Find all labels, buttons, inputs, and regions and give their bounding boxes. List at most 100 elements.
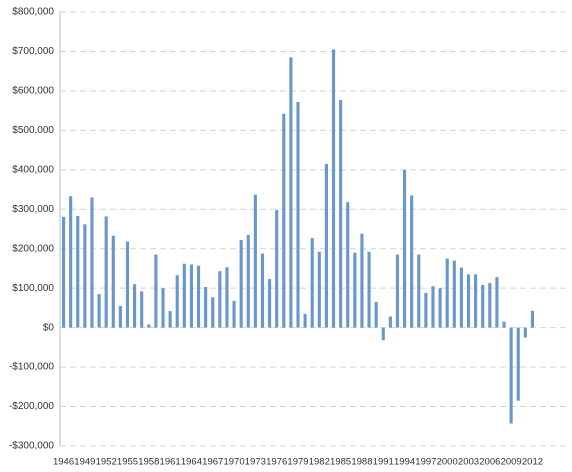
bar — [431, 286, 435, 328]
bar — [303, 313, 307, 328]
x-tick-label: 1964 — [181, 457, 202, 468]
bar — [452, 260, 456, 328]
bar — [509, 327, 513, 424]
bar — [161, 288, 165, 328]
bar — [502, 321, 506, 328]
bar — [168, 311, 172, 328]
bar — [204, 286, 208, 328]
x-tick-label: 1952 — [96, 457, 117, 468]
bar — [388, 316, 392, 328]
bar — [239, 240, 243, 328]
bar — [140, 291, 144, 328]
x-tick-label: 1985 — [330, 457, 351, 468]
bar — [282, 113, 286, 328]
x-tick-label: 1949 — [74, 457, 95, 468]
bar — [76, 215, 80, 328]
bar — [175, 275, 179, 328]
x-tick-label: 1997 — [415, 457, 436, 468]
x-tick-label: 1979 — [287, 457, 308, 468]
y-tick-label: $300,000 — [12, 204, 54, 215]
bar — [104, 216, 108, 328]
y-tick-label: $200,000 — [12, 243, 54, 254]
bar — [374, 301, 378, 328]
y-tick-label: $600,000 — [12, 86, 54, 97]
bar — [353, 252, 357, 328]
bar — [133, 284, 137, 328]
x-tick-label: 1982 — [309, 457, 330, 468]
bar — [289, 57, 293, 328]
y-tick-label: -$100,000 — [9, 362, 54, 373]
bar — [69, 196, 73, 328]
bar — [260, 253, 265, 328]
bar — [381, 327, 385, 341]
x-tick-label: 1988 — [351, 457, 372, 468]
bar — [317, 251, 321, 328]
y-tick-label: $400,000 — [12, 164, 54, 175]
x-tick-label: 1946 — [53, 457, 74, 468]
x-tick-label: 1991 — [373, 457, 394, 468]
bar — [61, 216, 66, 328]
bar — [367, 251, 371, 328]
x-tick-label: 1961 — [160, 457, 181, 468]
bar — [310, 238, 314, 328]
bar — [424, 292, 428, 328]
y-tick-label: $100,000 — [12, 283, 54, 294]
y-tick-label: $500,000 — [12, 125, 54, 136]
bar — [530, 310, 535, 328]
x-tick-label: 1958 — [138, 457, 159, 468]
bar — [90, 197, 94, 328]
bar — [268, 279, 272, 328]
bar — [395, 254, 400, 328]
x-tick-label: 2000 — [437, 457, 458, 468]
y-tick-label: $700,000 — [12, 46, 54, 57]
x-tick-label: 2012 — [522, 457, 543, 468]
bar — [516, 327, 520, 401]
bar — [403, 169, 407, 328]
bar — [182, 263, 186, 328]
bar — [97, 294, 101, 328]
bar — [196, 265, 201, 328]
bar — [211, 297, 215, 328]
x-tick-label: 2006 — [479, 457, 500, 468]
bar — [154, 254, 158, 328]
y-tick-label: $800,000 — [12, 7, 54, 18]
bar — [331, 49, 336, 328]
bar — [147, 324, 151, 328]
bar — [360, 233, 364, 328]
bar — [253, 194, 257, 328]
y-tick-label: -$200,000 — [9, 401, 54, 412]
bar — [118, 305, 122, 328]
bar — [445, 258, 449, 328]
bar — [218, 271, 222, 328]
x-tick-label: 2009 — [501, 457, 522, 468]
bar — [232, 300, 236, 328]
bar — [459, 267, 463, 328]
x-tick-label: 2003 — [458, 457, 479, 468]
y-tick-label: -$300,000 — [9, 441, 54, 452]
bar — [488, 283, 492, 328]
bar — [410, 195, 414, 328]
bar — [111, 235, 115, 328]
x-tick-label: 1994 — [394, 457, 415, 468]
bar — [481, 285, 485, 328]
y-tick-label: $0 — [43, 322, 55, 333]
bar — [324, 163, 328, 328]
bar — [189, 264, 193, 328]
bar — [83, 224, 87, 328]
bar — [417, 254, 421, 328]
x-tick-label: 1973 — [245, 457, 266, 468]
x-tick-label: 1967 — [202, 457, 223, 468]
bar — [225, 267, 229, 328]
bar — [246, 234, 250, 328]
bar — [495, 277, 499, 328]
bar — [275, 210, 279, 328]
bar — [523, 327, 527, 338]
bar — [438, 288, 442, 328]
bar — [346, 202, 350, 328]
bar — [296, 101, 300, 328]
bar — [339, 99, 343, 328]
bar — [466, 274, 471, 328]
bar — [474, 274, 478, 328]
x-tick-label: 1970 — [223, 457, 244, 468]
